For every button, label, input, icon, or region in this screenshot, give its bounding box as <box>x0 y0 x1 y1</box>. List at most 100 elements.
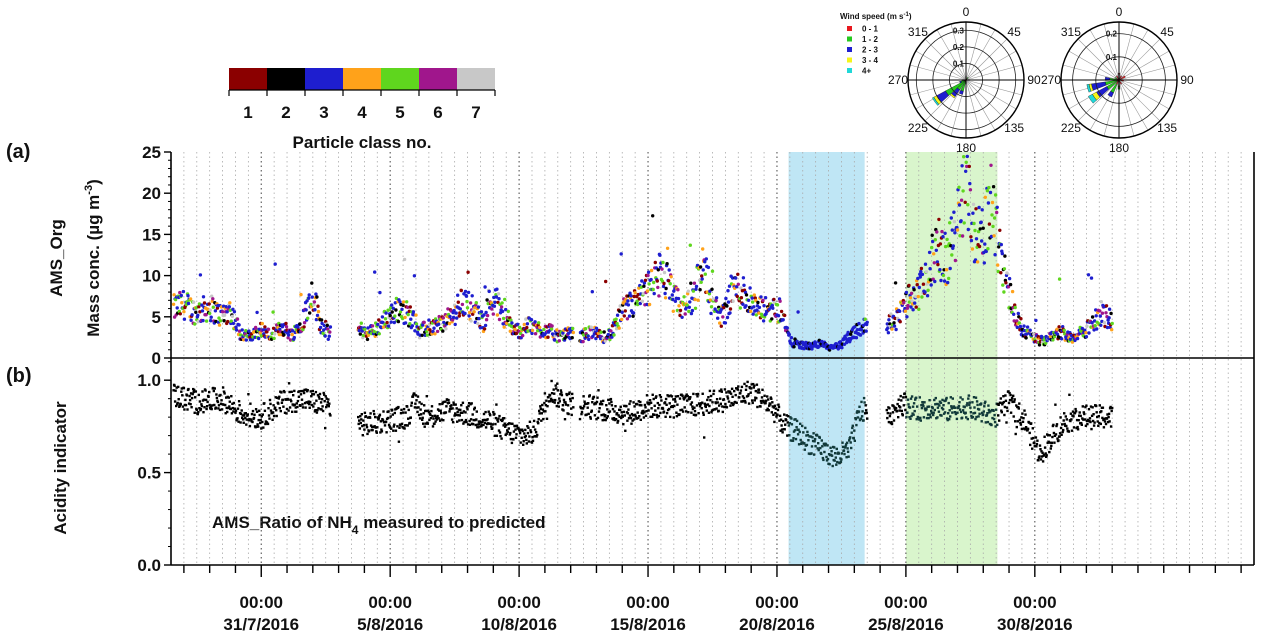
org-point <box>776 314 781 318</box>
acidity-point <box>711 401 714 404</box>
acidity-point <box>1073 411 1077 414</box>
acidity-point <box>950 405 953 408</box>
acidity-point <box>179 403 182 406</box>
acidity-point <box>974 417 977 421</box>
acidity-point <box>410 401 413 404</box>
acidity-point <box>790 423 794 426</box>
y-tick-label-b: 0.0 <box>137 556 161 575</box>
org-point <box>942 279 947 283</box>
org-point <box>935 260 940 264</box>
acidity-point <box>900 399 903 402</box>
org-point <box>435 329 440 334</box>
acidity-point <box>908 406 912 409</box>
acidity-point <box>649 401 653 404</box>
acidity-point <box>404 411 407 414</box>
acidity-point <box>1072 415 1075 418</box>
acidity-point <box>1110 409 1113 413</box>
acidity-point <box>837 452 840 455</box>
acidity-point <box>181 405 185 408</box>
acidity-point <box>1039 448 1042 451</box>
acidity-point <box>192 390 195 394</box>
acidity-point <box>1019 421 1022 425</box>
acidity-point <box>912 402 916 405</box>
acidity-point <box>431 414 434 418</box>
acidity-point <box>750 383 753 386</box>
org-point <box>1016 311 1020 316</box>
acidity-point <box>863 401 866 404</box>
rose-spoke <box>936 29 967 81</box>
acidity-point <box>539 405 542 408</box>
acidity-point <box>283 411 287 414</box>
acidity-point <box>279 409 282 413</box>
org-point <box>524 317 528 321</box>
acidity-point <box>383 424 387 427</box>
acidity-point <box>610 404 614 407</box>
org-point <box>442 320 446 325</box>
org-point <box>1006 285 1011 289</box>
org-point <box>1075 336 1080 341</box>
rose-spoke <box>965 79 996 131</box>
org-point <box>533 320 537 324</box>
org-point <box>849 332 853 336</box>
org-point <box>649 277 653 282</box>
acidity-point <box>775 415 778 418</box>
org-point <box>315 313 320 318</box>
acidity-point <box>866 417 869 420</box>
acidity-point <box>234 411 237 414</box>
x-tick-date: 25/8/2016 <box>868 615 944 634</box>
org-point <box>271 310 275 314</box>
org-point <box>210 294 214 298</box>
acidity-point <box>272 414 276 418</box>
org-point <box>587 337 591 342</box>
acidity-point <box>1017 406 1020 409</box>
org-point <box>646 270 651 274</box>
org-point <box>959 219 963 223</box>
acidity-point <box>853 429 856 432</box>
acidity-point <box>542 417 545 421</box>
acidity-point <box>1092 424 1096 427</box>
acidity-point <box>833 459 836 462</box>
acidity-point <box>1009 411 1013 414</box>
acidity-point <box>375 430 378 433</box>
acidity-point <box>946 418 949 422</box>
acidity-point <box>801 424 804 428</box>
org-point <box>227 305 231 309</box>
org-point <box>980 208 984 212</box>
acidity-point <box>188 398 192 402</box>
acidity-point <box>528 435 531 438</box>
acidity-point <box>803 448 806 451</box>
acidity-point <box>236 417 239 420</box>
org-point <box>938 242 943 246</box>
acidity-point <box>860 415 864 418</box>
legend-swatch-class-4 <box>343 68 381 90</box>
acidity-point <box>896 402 899 406</box>
acidity-point <box>302 391 306 395</box>
acidity-point <box>1024 426 1028 429</box>
org-point <box>1110 321 1114 326</box>
acidity-point <box>266 422 270 426</box>
acidity-point <box>325 397 328 400</box>
acidity-point <box>653 404 656 407</box>
org-point <box>1034 318 1038 323</box>
acidity-point <box>217 407 220 410</box>
org-point <box>944 268 949 272</box>
org-point <box>466 270 470 274</box>
acidity-point <box>639 418 642 421</box>
org-point <box>1055 327 1059 331</box>
acidity-point <box>298 390 301 393</box>
org-point <box>384 311 388 315</box>
acidity-point <box>582 395 585 398</box>
org-point <box>917 307 921 311</box>
org-point <box>1055 332 1060 336</box>
acidity-point <box>669 415 672 419</box>
acidity-point <box>841 445 845 449</box>
acidity-point <box>721 405 724 408</box>
acidity-point <box>489 414 492 417</box>
org-point <box>1104 304 1109 308</box>
acidity-point <box>899 406 902 409</box>
acidity-point <box>802 431 805 434</box>
acidity-point <box>176 401 179 405</box>
org-point <box>688 243 692 247</box>
acidity-point <box>705 409 708 412</box>
org-point <box>366 333 371 337</box>
